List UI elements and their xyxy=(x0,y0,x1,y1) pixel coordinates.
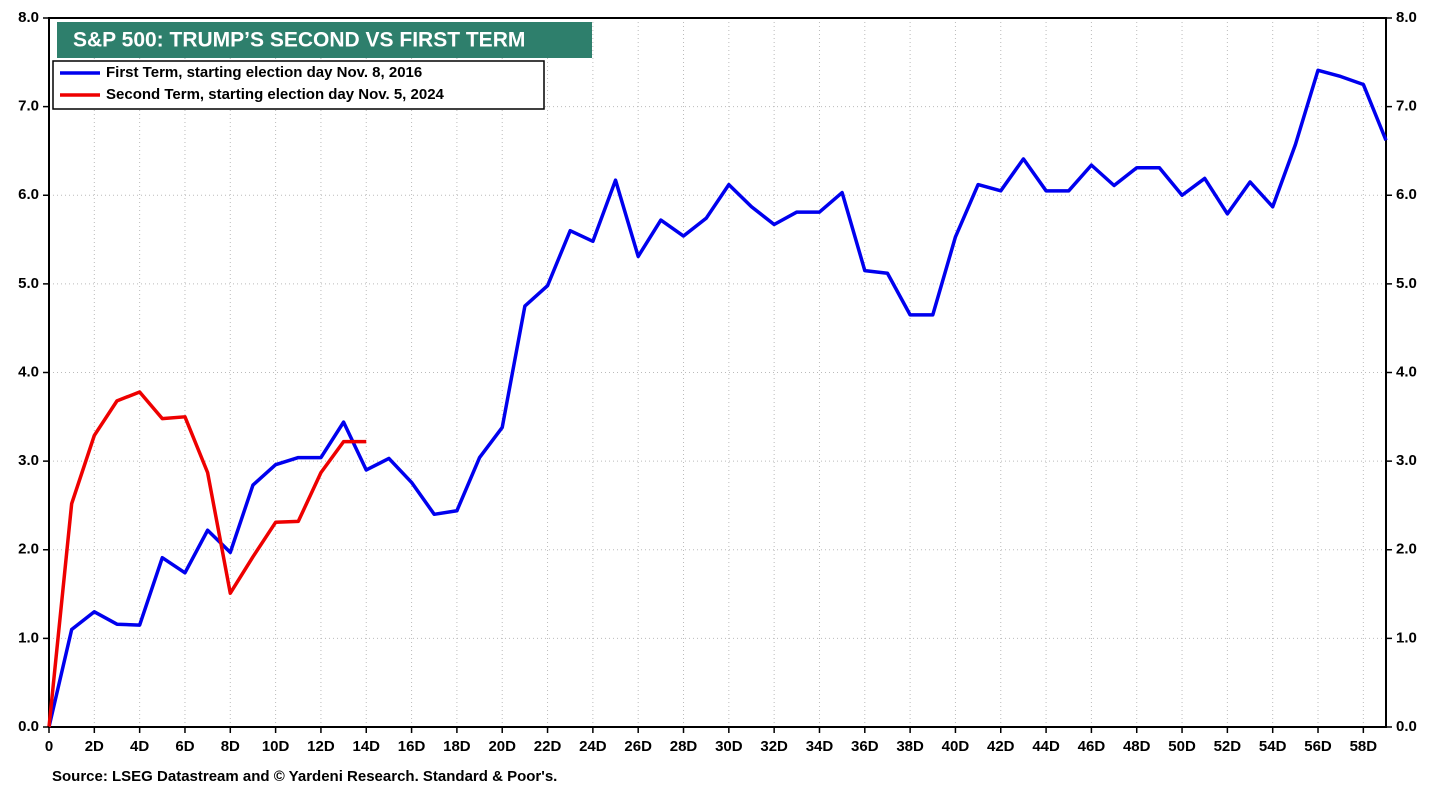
x-tick-label: 6D xyxy=(175,738,194,755)
x-tick-label: 56D xyxy=(1304,738,1332,755)
x-tick-label: 2D xyxy=(85,738,104,755)
title-box xyxy=(57,22,592,58)
x-tick-label: 38D xyxy=(896,738,924,755)
x-tick-label: 20D xyxy=(488,738,516,755)
y-tick-label: 0.0 xyxy=(18,718,39,735)
y-tick-label: 8.0 xyxy=(18,9,39,26)
lines xyxy=(47,68,1388,728)
y2-tick-label: 6.0 xyxy=(1396,186,1417,203)
y2-tick-label: 4.0 xyxy=(1396,363,1417,380)
y-tick-label: 6.0 xyxy=(18,186,39,203)
y-tick-label: 3.0 xyxy=(18,452,39,469)
y-tick-label: 1.0 xyxy=(18,629,39,646)
x-tick-label: 24D xyxy=(579,738,607,755)
x-tick-label: 36D xyxy=(851,738,879,755)
x-tick-label: 42D xyxy=(987,738,1015,755)
x-tick-label: 22D xyxy=(534,738,562,755)
x-tick-label: 48D xyxy=(1123,738,1151,755)
y-tick-label: 4.0 xyxy=(18,363,39,380)
series-line xyxy=(47,68,1388,728)
x-tick-label: 30D xyxy=(715,738,743,755)
chart-title: S&P 500: TRUMP’S SECOND VS FIRST TERM xyxy=(73,29,525,52)
y2-tick-label: 5.0 xyxy=(1396,275,1417,292)
x-tick-label: 28D xyxy=(670,738,698,755)
x-tick-label: 50D xyxy=(1168,738,1196,755)
x-tick-label: 26D xyxy=(624,738,652,755)
legend-label: Second Term, starting election day Nov. … xyxy=(106,86,445,103)
x-tick-label: 16D xyxy=(398,738,426,755)
y-tick-label: 2.0 xyxy=(18,541,39,558)
y2-tick-label: 2.0 xyxy=(1396,541,1417,558)
x-tick-label: 32D xyxy=(760,738,788,755)
y2-tick-label: 1.0 xyxy=(1396,629,1417,646)
series-line xyxy=(47,390,367,728)
x-tick-label: 18D xyxy=(443,738,471,755)
x-tick-label: 58D xyxy=(1350,738,1378,755)
x-tick-label: 44D xyxy=(1032,738,1060,755)
y-tick-label: 7.0 xyxy=(18,98,39,115)
x-tick-label: 52D xyxy=(1214,738,1242,755)
x-tick-label: 46D xyxy=(1078,738,1106,755)
y2-tick-label: 3.0 xyxy=(1396,452,1417,469)
y2-tick-label: 8.0 xyxy=(1396,9,1417,26)
grid xyxy=(48,17,1386,728)
x-tick-label: 14D xyxy=(352,738,380,755)
y2-tick-label: 0.0 xyxy=(1396,718,1417,735)
x-tick-label: 0 xyxy=(45,738,53,755)
legend-box xyxy=(52,60,545,110)
x-tick-label: 4D xyxy=(130,738,149,755)
x-tick-label: 8D xyxy=(221,738,240,755)
x-tick-label: 34D xyxy=(806,738,834,755)
legend-label: First Term, starting election day Nov. 8… xyxy=(106,64,422,81)
x-tick-label: 54D xyxy=(1259,738,1287,755)
y-tick-label: 5.0 xyxy=(18,275,39,292)
x-tick-label: 12D xyxy=(307,738,335,755)
y2-tick-label: 7.0 xyxy=(1396,98,1417,115)
x-tick-label: 40D xyxy=(942,738,970,755)
x-tick-label: 10D xyxy=(262,738,290,755)
source: Source: LSEG Datastream and © Yardeni Re… xyxy=(52,768,557,785)
